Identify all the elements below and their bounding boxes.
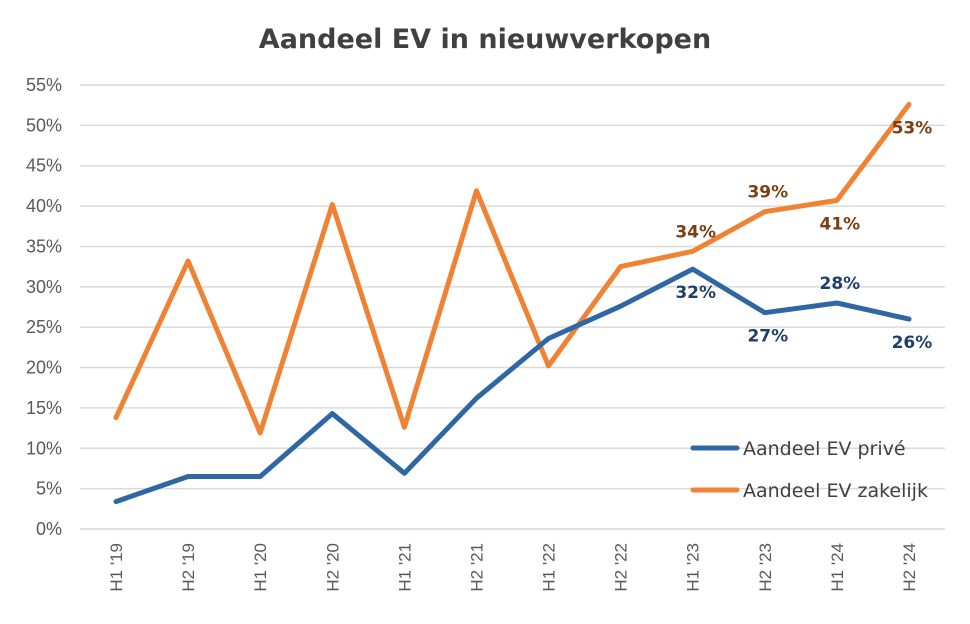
x-tick-label: H1 '20 [251, 543, 270, 592]
x-axis-ticks: H1 '19 H2 '19 H1 '20 H2 '20 H1 '21 H2 '21 H1 '… [107, 543, 919, 592]
legend-label: Aandeel EV privé [743, 438, 906, 460]
x-tick-label: H2 '21 [467, 543, 486, 592]
series-lines [113, 101, 912, 505]
data-label: 41% [820, 214, 861, 234]
data-label: 39% [747, 183, 788, 203]
series-line-1 [113, 101, 912, 436]
y-axis-ticks: 0% 5% 10% 15% 20% 25% 30% 35% 40% 45% 50% 55% [26, 75, 62, 539]
data-label: 34% [675, 222, 716, 242]
y-tick-label: 40% [26, 196, 62, 216]
x-tick-label: H2 '23 [756, 543, 775, 592]
x-tick-label: H2 '24 [900, 543, 919, 592]
x-tick-label: H1 '23 [684, 543, 703, 592]
y-tick-label: 50% [26, 115, 62, 135]
y-tick-label: 5% [36, 479, 62, 499]
data-label: 26% [892, 333, 933, 353]
y-tick-label: 55% [26, 75, 62, 95]
x-tick-label: H2 '20 [323, 543, 342, 592]
y-tick-label: 10% [26, 438, 62, 458]
chart-title: Aandeel EV in nieuwverkopen [259, 24, 711, 55]
y-tick-label: 25% [26, 317, 62, 337]
data-label: 53% [892, 118, 933, 138]
data-label: 28% [820, 274, 861, 294]
y-tick-label: 30% [26, 277, 62, 297]
y-tick-label: 35% [26, 236, 62, 256]
legend: Aandeel EV privé Aandeel EV zakelijk [690, 438, 928, 502]
y-tick-label: 15% [26, 398, 62, 418]
x-tick-label: H2 '22 [612, 543, 631, 592]
data-labels: 32% 27% 28% 26% 34% 39% 41% 53% [675, 118, 932, 353]
series-line-0 [113, 266, 912, 505]
y-tick-label: 20% [26, 358, 62, 378]
x-tick-label: H2 '19 [179, 543, 198, 592]
x-tick-label: H1 '19 [107, 543, 126, 592]
legend-label: Aandeel EV zakelijk [743, 480, 928, 502]
y-tick-label: 0% [36, 519, 62, 539]
x-tick-label: H1 '22 [540, 543, 559, 592]
data-label: 32% [675, 283, 716, 303]
x-tick-label: H1 '21 [395, 543, 414, 592]
x-tick-label: H1 '24 [828, 543, 847, 592]
data-label: 27% [747, 327, 788, 347]
y-tick-label: 45% [26, 156, 62, 176]
